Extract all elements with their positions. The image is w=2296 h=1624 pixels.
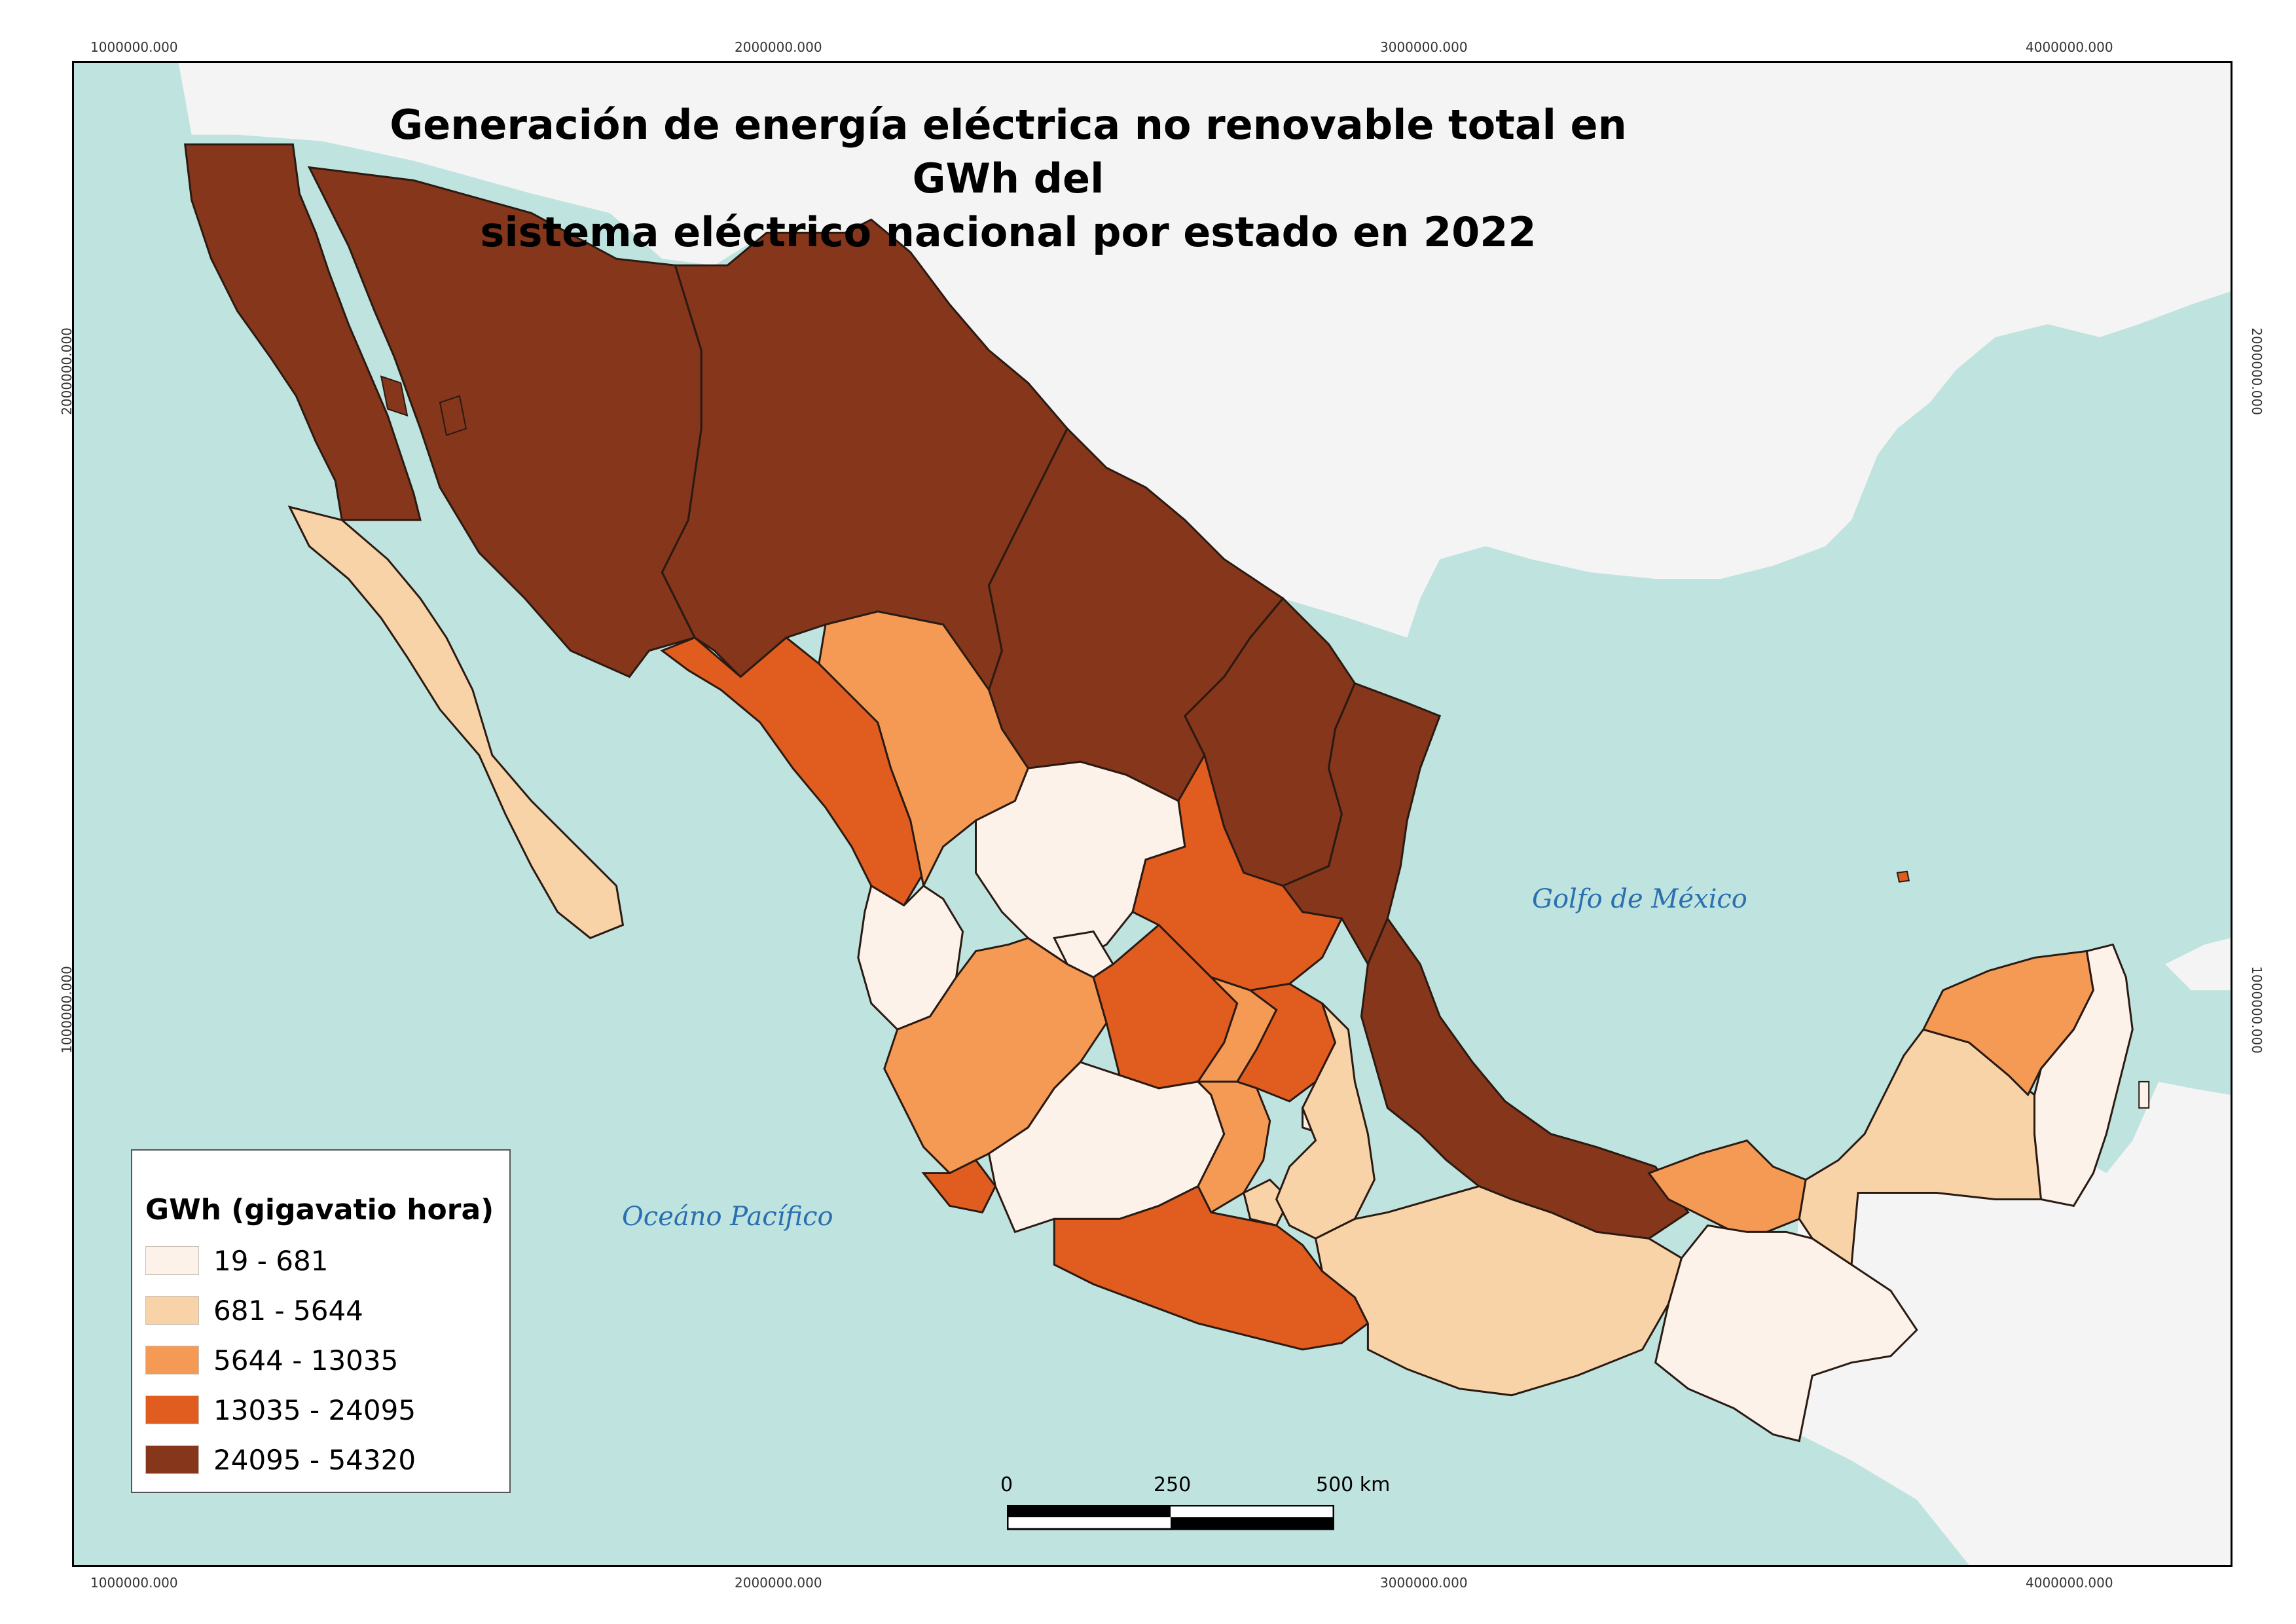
state-quintana-roo[interactable]	[2033, 943, 2134, 1208]
scale-label-0: 0	[1000, 1473, 1013, 1496]
tick-bottom-2: 2000000.000	[735, 1575, 822, 1591]
map-title-line-1: Generación de energía eléctrica no renov…	[390, 101, 1627, 202]
cuba-land	[2165, 938, 2231, 991]
tick-bottom-1: 1000000.000	[90, 1575, 178, 1591]
legend-label: 24095 - 54320	[213, 1443, 416, 1476]
state-durango[interactable]	[818, 610, 1030, 889]
state-hidalgo[interactable]	[1235, 982, 1337, 1103]
map-title: Generación de energía eléctrica no renov…	[367, 98, 1650, 259]
state-sonora[interactable]	[307, 166, 702, 678]
legend-swatch	[145, 1395, 199, 1424]
tick-right-1: 2000000.000	[2248, 327, 2265, 415]
legend-title: GWh (gigavatio hora)	[145, 1193, 494, 1227]
tick-bottom-4: 4000000.000	[2026, 1575, 2113, 1591]
central-america-land	[1786, 1081, 2231, 1565]
legend-item: 24095 - 54320	[145, 1441, 416, 1478]
state-chiapas[interactable]	[1654, 1224, 1918, 1443]
tick-top-3: 3000000.000	[1380, 39, 1468, 55]
tick-top-1: 1000000.000	[90, 39, 178, 55]
island-alacranes	[1896, 870, 1910, 883]
legend-swatch	[145, 1346, 199, 1375]
island-tiburon	[439, 395, 467, 436]
legend-label: 19 - 681	[213, 1244, 329, 1277]
scale-label-250: 250	[1154, 1473, 1192, 1496]
legend-item: 19 - 681	[145, 1242, 328, 1279]
state-jalisco[interactable]	[883, 936, 1108, 1175]
state-puebla[interactable]	[1275, 1003, 1376, 1240]
legend-label: 5644 - 13035	[213, 1344, 399, 1376]
state-baja-california-sur[interactable]	[287, 505, 625, 940]
tick-top-2: 2000000.000	[735, 39, 822, 55]
usa-land	[74, 63, 2231, 638]
legend-swatch	[145, 1445, 199, 1474]
legend: GWh (gigavatio hora) 19 - 681 681 - 5644…	[131, 1149, 511, 1493]
legend-label: 13035 - 24095	[213, 1393, 416, 1426]
legend-item: 681 - 5644	[145, 1292, 363, 1329]
scale-bar	[1007, 1505, 1334, 1530]
tick-right-2: 1000000.000	[2248, 966, 2265, 1054]
tick-top-4: 4000000.000	[2026, 39, 2113, 55]
legend-label: 681 - 5644	[213, 1294, 363, 1327]
gulf-label: Golfo de México	[1532, 884, 1747, 914]
legend-item: 5644 - 13035	[145, 1342, 398, 1378]
scale-label-500: 500 km	[1316, 1473, 1391, 1496]
island-angel-de-la-guarda	[380, 375, 409, 417]
state-tamaulipas[interactable]	[1281, 682, 1442, 967]
legend-swatch	[145, 1296, 199, 1325]
legend-item: 13035 - 24095	[145, 1392, 416, 1428]
state-baja-california[interactable]	[184, 143, 422, 521]
tick-bottom-3: 3000000.000	[1380, 1575, 1468, 1591]
island-cozumel	[2138, 1080, 2150, 1109]
map-title-line-2: sistema eléctrico nacional por estado en…	[480, 208, 1537, 256]
legend-swatch	[145, 1246, 199, 1275]
pacific-label: Oceáno Pacífico	[622, 1202, 833, 1232]
